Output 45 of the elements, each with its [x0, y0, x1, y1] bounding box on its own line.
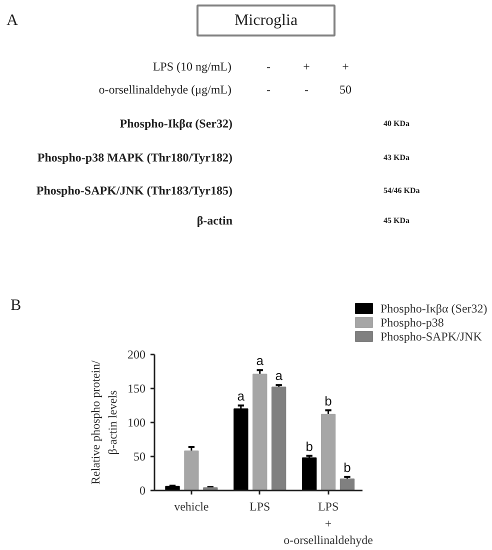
y-tick-label: 0 [140, 484, 146, 498]
text: o-orsellinaldehyde (μg/mL) [98, 82, 232, 96]
text: β-actin [196, 214, 233, 228]
bar [184, 450, 199, 490]
data-label: b [324, 393, 332, 408]
x-tick-label: LPS + o-orsellinaldehyde [284, 500, 373, 548]
bar [271, 386, 286, 490]
y-tick-label: 200 [128, 348, 146, 362]
text: 54/46 KDa [384, 186, 420, 195]
text: - [266, 82, 270, 96]
text: Phospho-p38 MAPK (Thr180/Tyr182) [37, 150, 233, 164]
text: 40 KDa [384, 119, 410, 128]
x-tick-label: LPS [250, 500, 270, 514]
bar [302, 457, 317, 490]
text: Phospho-SAPK/JNK (Thr183/Tyr185) [36, 184, 233, 198]
text: B [10, 297, 22, 314]
bar [234, 408, 248, 490]
text: LPS (10 ng/mL) [152, 60, 232, 74]
text: + [342, 60, 350, 74]
y-tick-label: 50 [134, 450, 146, 464]
bar [165, 486, 180, 490]
text: 45 KDa [384, 216, 410, 225]
x-tick-label: vehicle [174, 500, 209, 514]
text: Microglia [234, 12, 298, 29]
data-label: b [306, 438, 313, 454]
bar [340, 478, 355, 490]
legend-label: Phospho-SAPK/JNK [380, 330, 482, 344]
data-label: b [344, 460, 351, 475]
legend-label: Phospho-Iκβα (Ser32) [380, 302, 488, 316]
text: - [266, 60, 270, 74]
data-label: a [275, 368, 284, 384]
y-axis-title: Relative phospho protein/ β-actin levels [88, 360, 120, 484]
text: + [303, 60, 310, 74]
legend-label: Phospho-p38 [380, 316, 444, 330]
bar [320, 414, 336, 490]
text: - [304, 82, 308, 96]
text: 43 KDa [384, 153, 410, 162]
text: Phospho-Ikβα (Ser32) [120, 116, 233, 130]
bar [252, 374, 268, 490]
text: A [6, 12, 18, 29]
y-tick-label: 150 [128, 382, 146, 396]
text: 50 [340, 82, 352, 96]
data-label: a [237, 388, 246, 404]
data-label: a [256, 353, 264, 368]
y-tick-label: 100 [128, 416, 146, 430]
